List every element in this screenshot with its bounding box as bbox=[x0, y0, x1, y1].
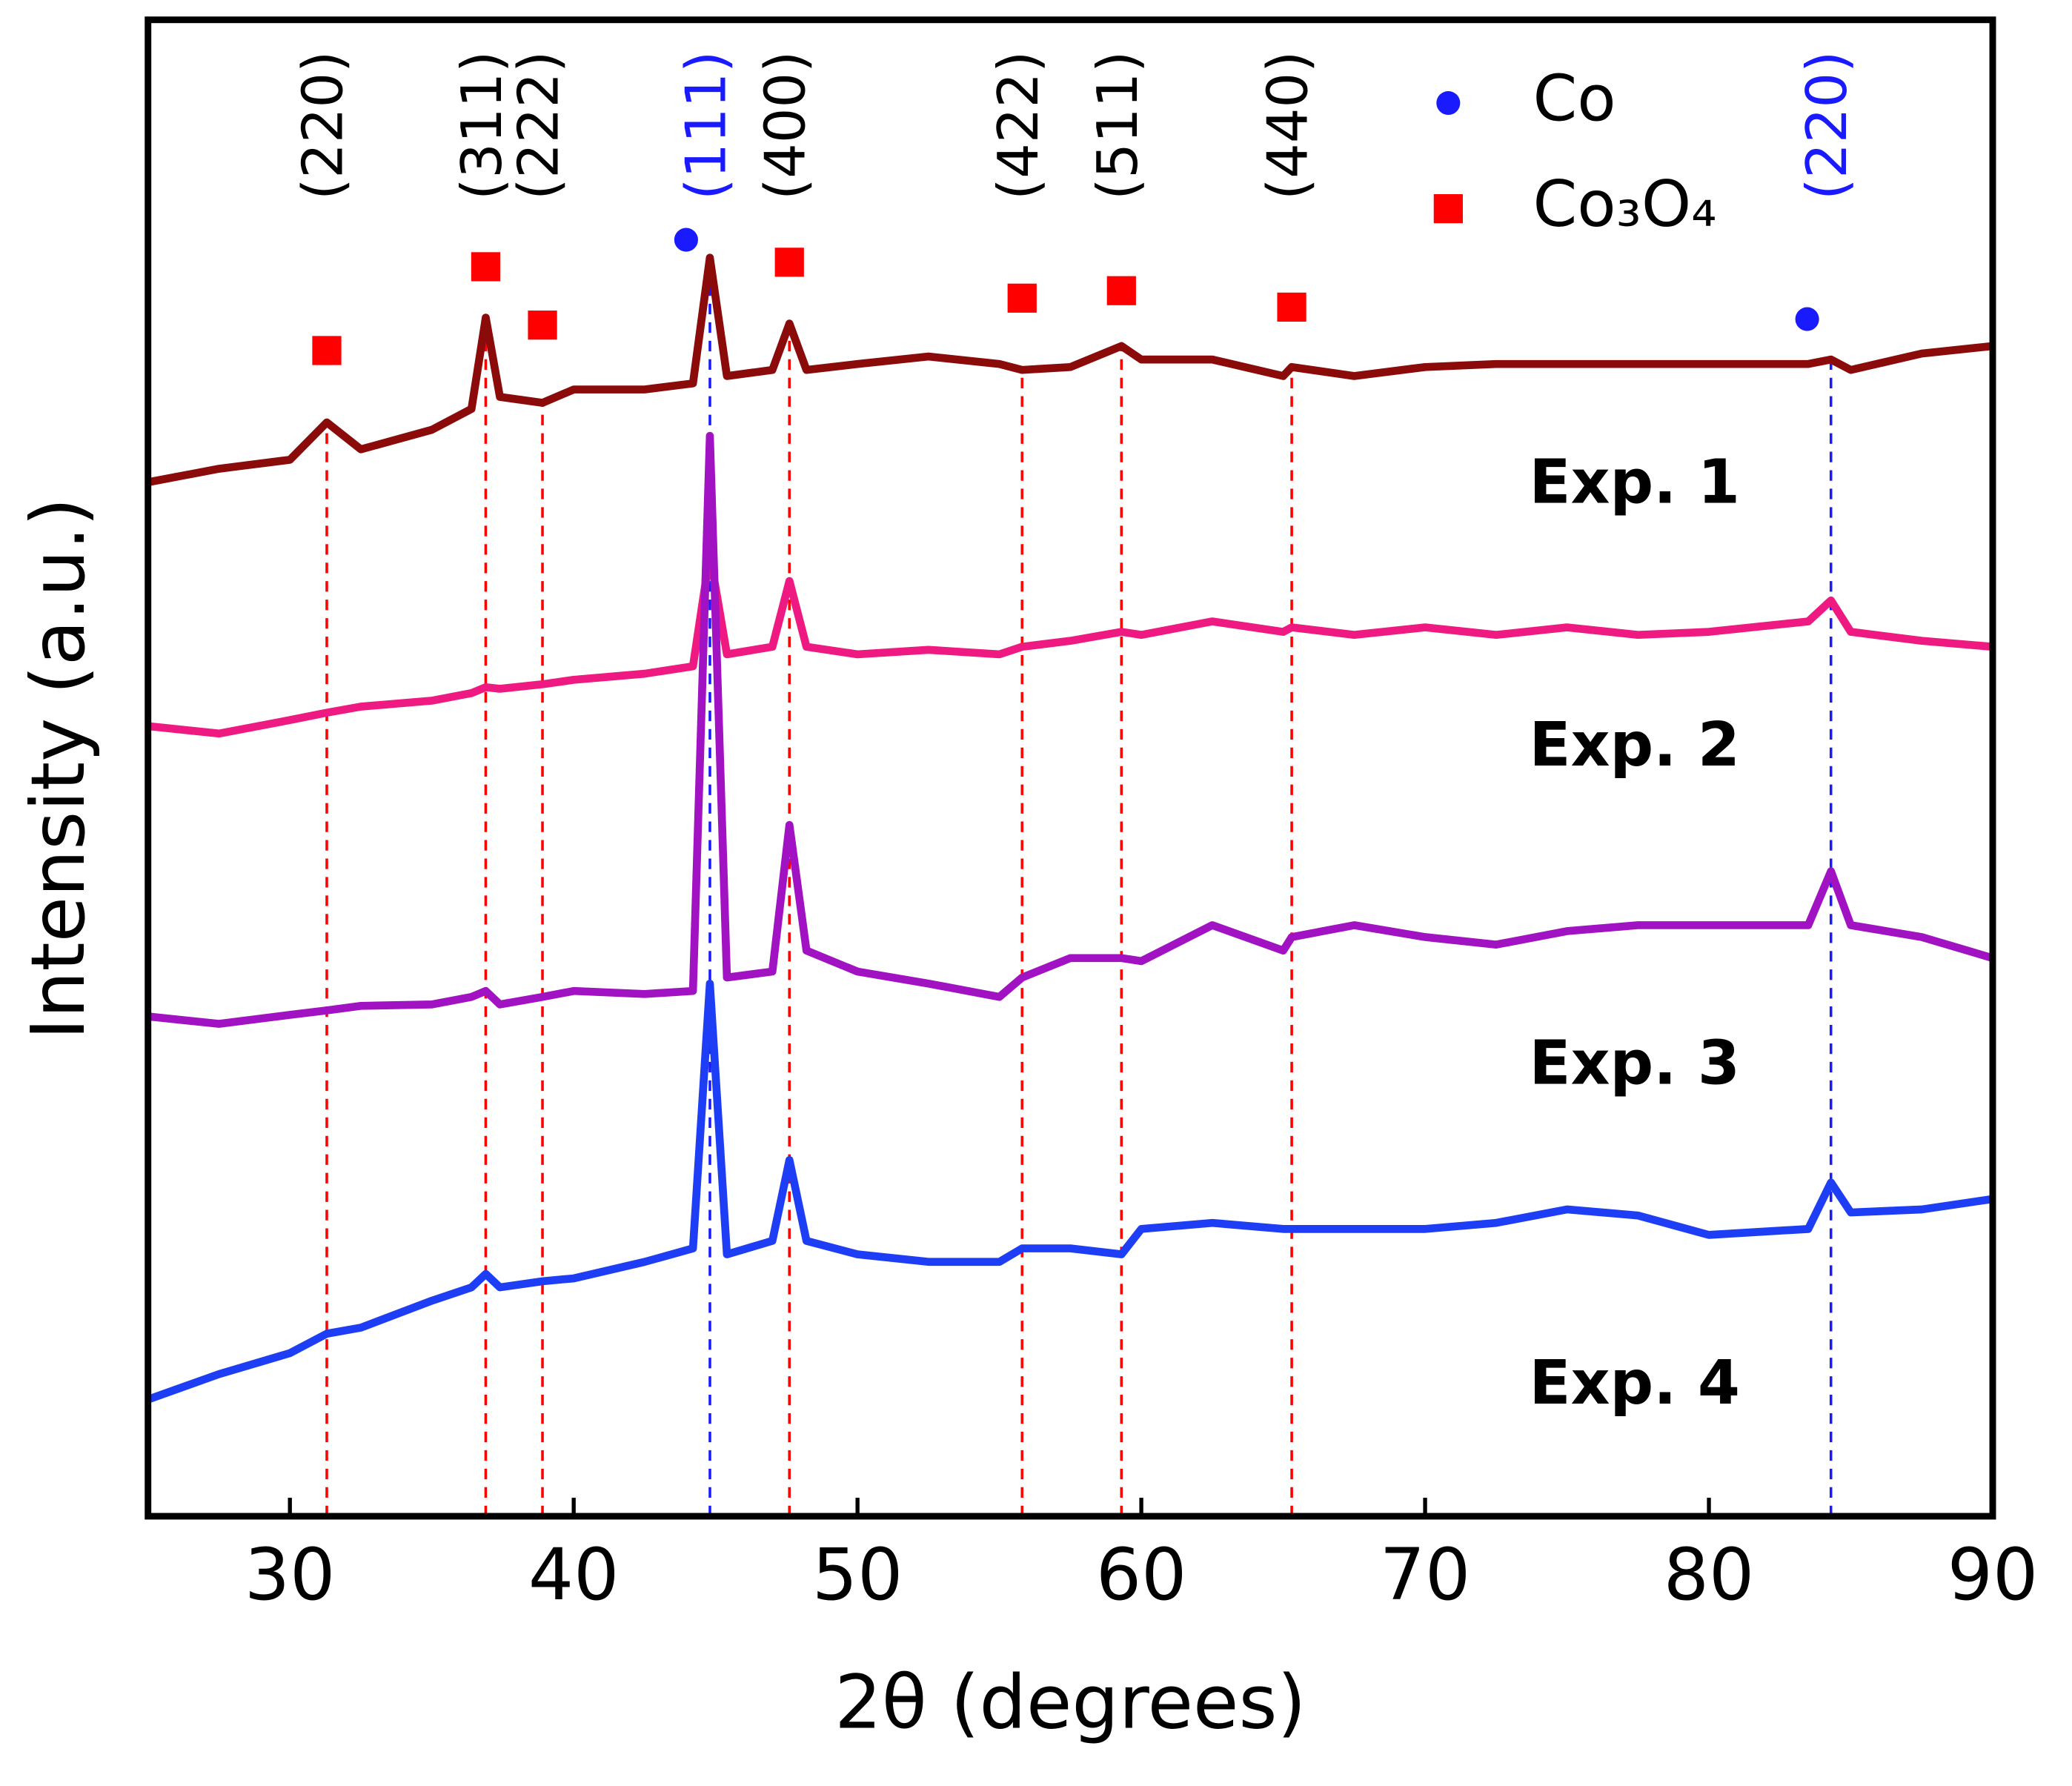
peak-label: (400) bbox=[754, 51, 818, 200]
x-tick-label: 60 bbox=[1096, 1533, 1187, 1616]
phase-marker bbox=[1795, 307, 1819, 331]
x-tick-label: 90 bbox=[1948, 1533, 2039, 1616]
x-tick-label: 50 bbox=[812, 1533, 903, 1616]
x-tick-label: 40 bbox=[528, 1533, 620, 1616]
x-tick-label: 80 bbox=[1664, 1533, 1755, 1616]
legend-label: Co₃O₄ bbox=[1533, 168, 1716, 242]
peak-label: (220) bbox=[1795, 51, 1859, 200]
legend-marker bbox=[1433, 193, 1463, 224]
phase-marker bbox=[528, 311, 557, 340]
peak-label: (311) bbox=[450, 51, 514, 200]
peak-label: (440) bbox=[1256, 51, 1321, 200]
x-tick-label: 70 bbox=[1380, 1533, 1471, 1616]
x-axis-label: 2θ (degrees) bbox=[834, 1659, 1306, 1746]
legend-marker bbox=[1436, 90, 1461, 116]
series-label: Exp. 1 bbox=[1530, 447, 1740, 517]
phase-marker bbox=[1277, 292, 1306, 322]
phase-marker bbox=[312, 336, 342, 365]
series-line bbox=[147, 431, 1994, 1028]
series-line bbox=[147, 550, 1993, 738]
phase-marker bbox=[1007, 283, 1037, 313]
series-label: Exp. 4 bbox=[1530, 1348, 1740, 1418]
peak-label: (511) bbox=[1086, 51, 1150, 200]
peak-label: (220) bbox=[290, 51, 355, 200]
phase-marker bbox=[774, 248, 804, 277]
plot-frame bbox=[145, 16, 1996, 1520]
series-label: Exp. 3 bbox=[1530, 1029, 1740, 1099]
series-line bbox=[147, 253, 1993, 486]
peak-label: (111) bbox=[674, 51, 738, 200]
series-label: Exp. 2 bbox=[1530, 710, 1740, 780]
legend-label: Co bbox=[1533, 62, 1616, 136]
peak-label: (222) bbox=[507, 51, 571, 200]
phase-marker bbox=[471, 252, 501, 282]
phase-marker bbox=[674, 228, 698, 252]
peak-label: (422) bbox=[986, 51, 1051, 200]
x-tick-label: 30 bbox=[245, 1533, 336, 1616]
series-line bbox=[146, 979, 1993, 1404]
phase-marker bbox=[1106, 276, 1136, 305]
y-axis-label: Intensity (a.u.) bbox=[15, 497, 102, 1040]
